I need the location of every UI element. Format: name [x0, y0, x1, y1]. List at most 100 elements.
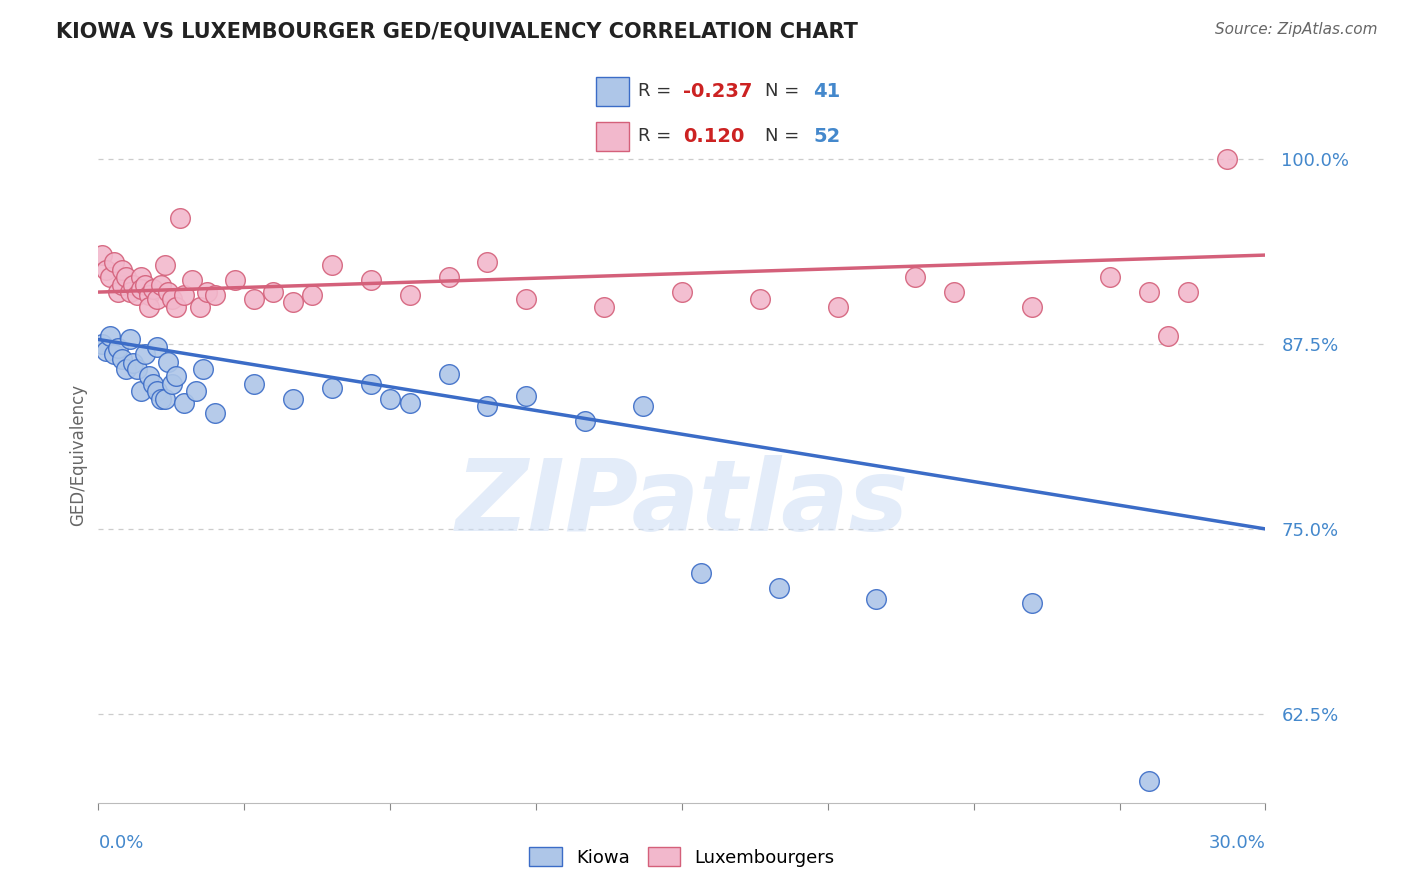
Point: [98, 270, 121, 285]
Point: [193, 362, 215, 376]
Point: [157, 354, 180, 368]
Text: 0.0%: 0.0%: [98, 834, 143, 852]
Point: [477, 399, 499, 413]
Point: [138, 300, 160, 314]
Bar: [596, 122, 628, 151]
Point: [98, 329, 121, 343]
Point: [593, 300, 616, 314]
Point: [162, 376, 184, 391]
Point: [437, 367, 460, 381]
Point: [173, 288, 195, 302]
Text: N =: N =: [765, 128, 804, 145]
Point: [118, 285, 141, 299]
Point: [114, 362, 136, 376]
Point: [1021, 596, 1043, 610]
Point: [91, 248, 114, 262]
Point: [127, 288, 149, 302]
Point: [149, 392, 172, 406]
Point: [671, 285, 693, 299]
Text: KIOWA VS LUXEMBOURGER GED/EQUIVALENCY CORRELATION CHART: KIOWA VS LUXEMBOURGER GED/EQUIVALENCY CO…: [56, 22, 858, 42]
Point: [127, 362, 149, 376]
Point: [138, 369, 160, 384]
Point: [157, 285, 180, 299]
Point: [865, 591, 887, 606]
Point: [134, 277, 156, 292]
Point: [204, 407, 226, 421]
Point: [1215, 152, 1237, 166]
Point: [129, 282, 152, 296]
Text: 0.120: 0.120: [683, 127, 745, 145]
Point: [943, 285, 966, 299]
Point: [301, 288, 323, 302]
Point: [129, 384, 152, 399]
Point: [96, 344, 118, 359]
Point: [165, 300, 187, 314]
Point: [321, 381, 343, 395]
Point: [748, 293, 770, 307]
Point: [243, 376, 266, 391]
Point: [146, 384, 169, 399]
Point: [1021, 300, 1043, 314]
Point: [118, 333, 141, 347]
Point: [188, 300, 211, 314]
Point: [631, 399, 654, 413]
Point: [111, 263, 134, 277]
Text: Source: ZipAtlas.com: Source: ZipAtlas.com: [1215, 22, 1378, 37]
Point: [169, 211, 191, 225]
Point: [153, 392, 176, 406]
Point: [321, 259, 343, 273]
Point: [146, 340, 169, 354]
Point: [122, 277, 145, 292]
Point: [184, 384, 207, 399]
Point: [360, 376, 382, 391]
Point: [768, 581, 790, 595]
Point: [360, 273, 382, 287]
Point: [162, 293, 184, 307]
Point: [398, 396, 420, 410]
Point: [243, 293, 266, 307]
Point: [690, 566, 713, 581]
Point: [111, 351, 134, 366]
Point: [111, 277, 134, 292]
Point: [281, 295, 304, 310]
Point: [515, 293, 537, 307]
Point: [398, 288, 420, 302]
Y-axis label: GED/Equivalency: GED/Equivalency: [69, 384, 87, 526]
Point: [149, 277, 172, 292]
Point: [142, 282, 165, 296]
Point: [138, 288, 160, 302]
Point: [1177, 285, 1199, 299]
Point: [114, 270, 136, 285]
Point: [103, 255, 125, 269]
Point: [180, 273, 202, 287]
Text: N =: N =: [765, 82, 804, 100]
Point: [262, 285, 284, 299]
Point: [122, 356, 145, 370]
Point: [204, 288, 226, 302]
Text: R =: R =: [638, 128, 683, 145]
Point: [165, 369, 187, 384]
Text: 52: 52: [813, 127, 841, 145]
Point: [1137, 773, 1160, 788]
Point: [153, 259, 176, 273]
Point: [107, 342, 129, 356]
Point: [904, 270, 927, 285]
Point: [574, 414, 596, 428]
Point: [515, 389, 537, 403]
Point: [146, 293, 169, 307]
Point: [91, 337, 114, 351]
Text: ZIPatlas: ZIPatlas: [456, 455, 908, 552]
Point: [103, 347, 125, 361]
Bar: [596, 77, 628, 105]
Point: [281, 392, 304, 406]
Point: [129, 270, 152, 285]
Point: [224, 273, 246, 287]
Point: [477, 255, 499, 269]
Text: 30.0%: 30.0%: [1209, 834, 1265, 852]
Point: [134, 347, 156, 361]
Point: [142, 376, 165, 391]
Point: [173, 396, 195, 410]
Text: R =: R =: [638, 82, 676, 100]
Point: [1098, 270, 1121, 285]
Point: [437, 270, 460, 285]
